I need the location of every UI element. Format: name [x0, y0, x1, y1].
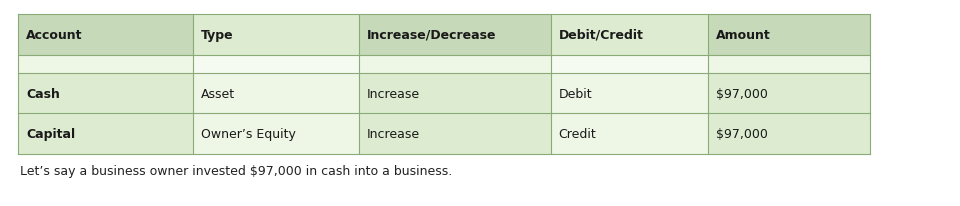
Text: Asset: Asset	[201, 87, 235, 100]
Bar	[193, 74, 359, 114]
Bar	[359, 55, 550, 74]
Text: Type: Type	[201, 29, 233, 42]
Bar	[708, 15, 870, 55]
Bar	[18, 15, 193, 55]
Bar	[708, 55, 870, 74]
Bar	[550, 15, 708, 55]
Bar	[18, 55, 193, 74]
Bar	[550, 114, 708, 154]
Text: $97,000: $97,000	[716, 87, 768, 100]
Text: Account: Account	[26, 29, 83, 42]
Text: Let’s say a business owner invested $97,000 in cash into a business.: Let’s say a business owner invested $97,…	[20, 164, 452, 177]
Bar	[359, 15, 550, 55]
Text: Debit: Debit	[559, 87, 592, 100]
Text: $97,000: $97,000	[716, 128, 768, 140]
Text: Cash: Cash	[26, 87, 60, 100]
Bar	[193, 15, 359, 55]
Text: Credit: Credit	[559, 128, 596, 140]
Bar	[359, 114, 550, 154]
Bar	[193, 114, 359, 154]
Bar	[193, 55, 359, 74]
Bar	[359, 74, 550, 114]
Text: Owner’s Equity: Owner’s Equity	[201, 128, 296, 140]
Text: Amount: Amount	[716, 29, 771, 42]
Bar	[550, 55, 708, 74]
Bar	[18, 114, 193, 154]
Text: Increase: Increase	[367, 128, 420, 140]
Text: Capital: Capital	[26, 128, 75, 140]
Text: Increase: Increase	[367, 87, 420, 100]
Text: Debit/Credit: Debit/Credit	[559, 29, 643, 42]
Bar	[18, 74, 193, 114]
Bar	[708, 74, 870, 114]
Text: Increase/Decrease: Increase/Decrease	[367, 29, 496, 42]
Bar	[550, 74, 708, 114]
Bar	[708, 114, 870, 154]
